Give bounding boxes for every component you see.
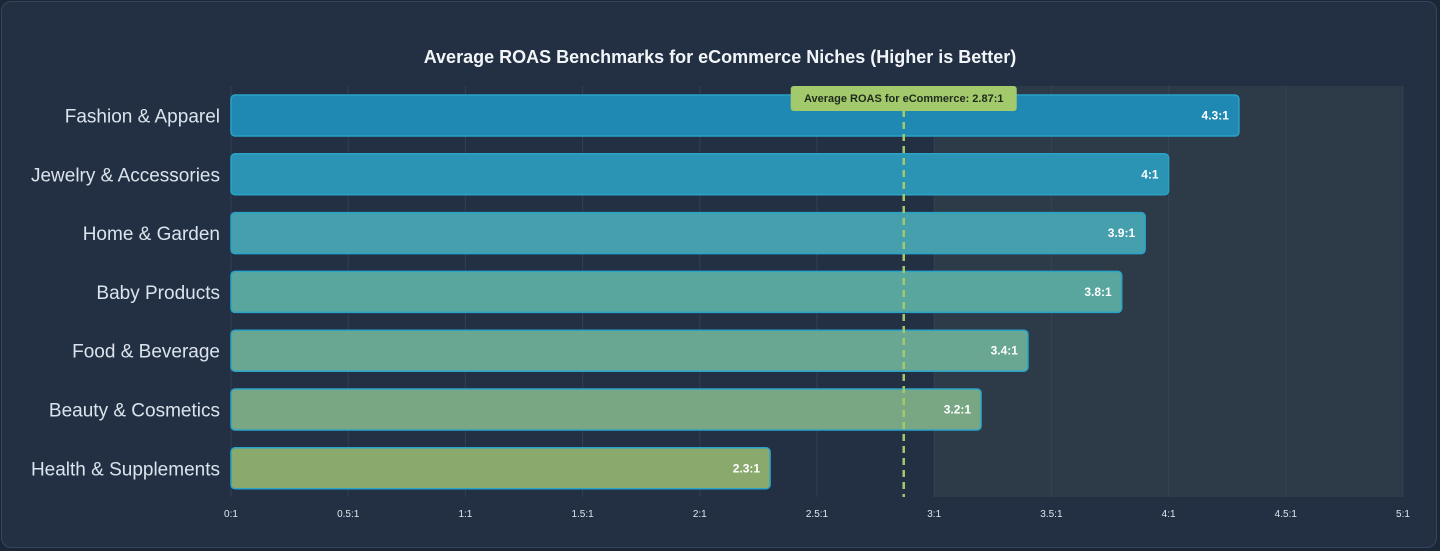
bar[interactable] (230, 211, 1146, 255)
x-tick-label: 3:1 (927, 509, 941, 520)
bar[interactable] (230, 329, 1029, 372)
bar[interactable] (230, 270, 1123, 314)
x-tick-label: 0:1 (224, 509, 238, 520)
chart-title: Average ROAS Benchmarks for eCommerce Ni… (424, 47, 1017, 67)
x-tick-label: 1:1 (458, 509, 472, 520)
category-label: Health & Supplements (31, 459, 220, 480)
reference-line-label-box (790, 86, 1017, 111)
x-tick-label: 1.5:1 (571, 509, 594, 520)
category-label: Fashion & Apparel (65, 107, 220, 128)
bar-value-label: 2.3:1 (733, 461, 761, 475)
x-tick-label: 5:1 (1396, 509, 1410, 520)
x-tick-label: 0.5:1 (337, 509, 360, 520)
category-label: Beauty & Cosmetics (49, 401, 220, 422)
x-axis-ticks: 0:1 0.5:1 1:1 1.5:1 2:1 2.5:1 3:1 3.5:1 4:1 4.5:1… (224, 509, 1410, 520)
bar[interactable] (230, 153, 1170, 196)
x-tick-label: 2.5:1 (806, 509, 829, 520)
bar[interactable] (230, 94, 1240, 137)
bar-value-label: 3.9:1 (1108, 226, 1136, 240)
bar-value-label: 3.8:1 (1084, 285, 1112, 299)
bar[interactable] (230, 388, 982, 431)
x-tick-label: 4:1 (1162, 509, 1176, 520)
x-tick-label: 3.5:1 (1040, 509, 1063, 520)
category-label: Jewelry & Accessories (31, 165, 220, 186)
bar-value-label: 3.2:1 (944, 403, 972, 417)
x-tick-label: 2:1 (693, 509, 707, 520)
category-labels: Fashion & Apparel Jewelry & Accessories Ho… (31, 107, 220, 481)
average-reference-line: Average ROAS for eCommerce: 2.87:1 (790, 86, 1017, 497)
category-label: Home & Garden (83, 224, 220, 245)
bar-value-label: 4.3:1 (1202, 109, 1230, 123)
category-label: Food & Beverage (72, 342, 220, 363)
bar-value-label: 4:1 (1141, 167, 1159, 181)
bar[interactable] (230, 447, 771, 490)
category-label: Baby Products (96, 283, 220, 304)
bar-value-label: 3.4:1 (991, 344, 1019, 358)
reference-line-label: Average ROAS for eCommerce: 2.87:1 (804, 93, 1004, 105)
x-tick-label: 4.5:1 (1275, 509, 1298, 520)
bars: 4.3:1 4:1 3.9:1 3.8:1 3.4:1 3.2:1 2.3:1 (230, 94, 1240, 490)
